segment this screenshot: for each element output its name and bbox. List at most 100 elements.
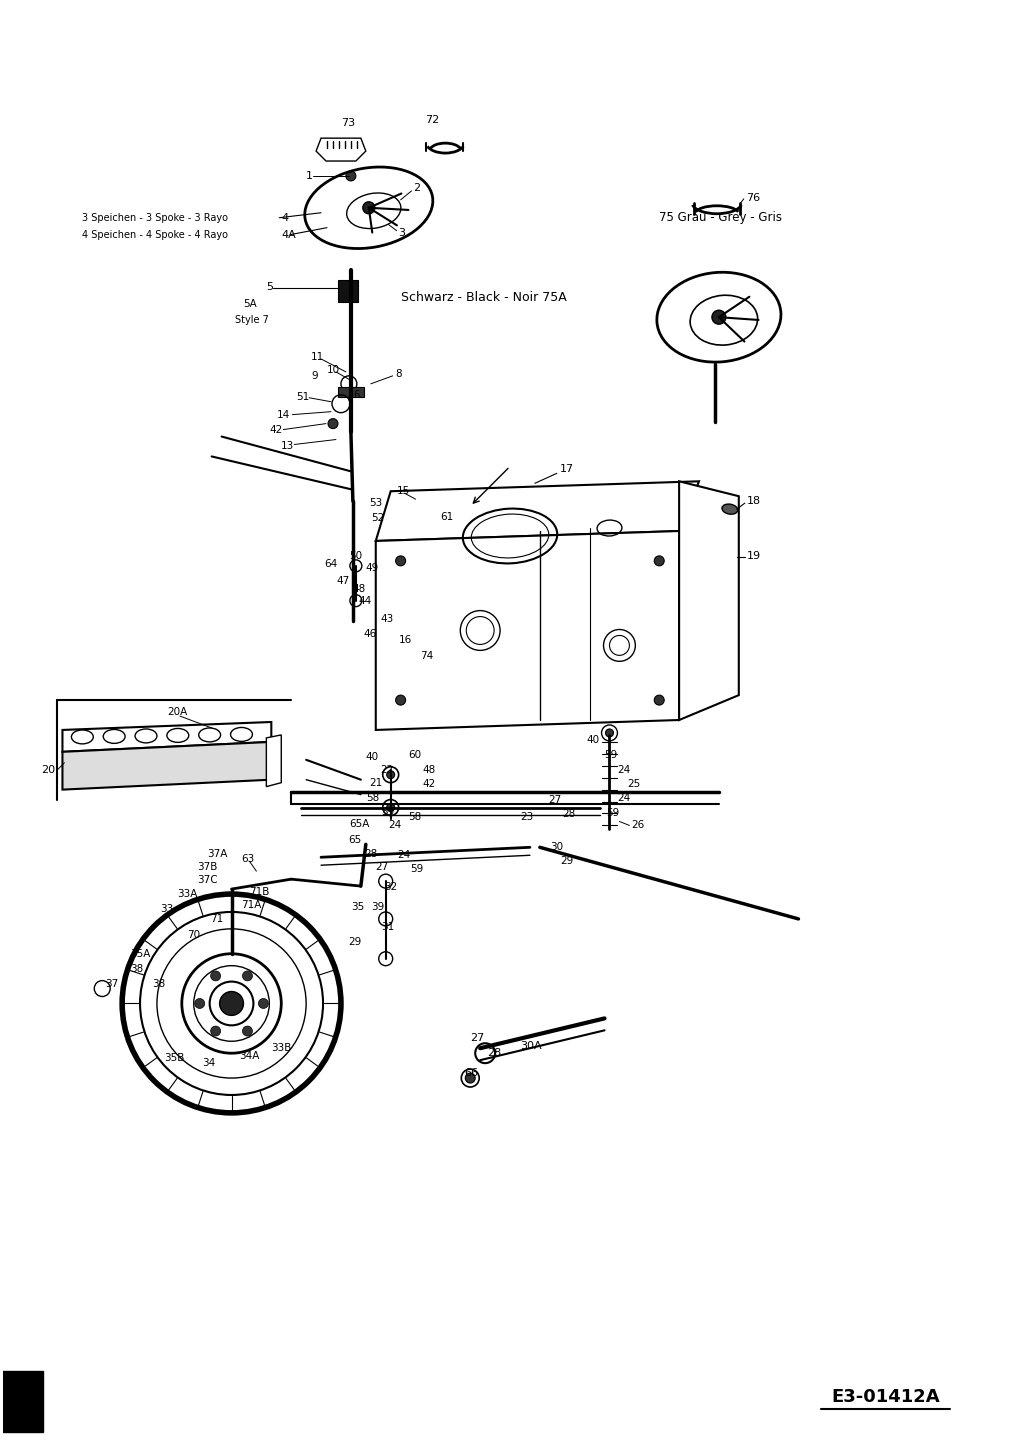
Text: Style 7: Style 7 [234,316,268,326]
Text: 28: 28 [364,849,377,859]
Circle shape [363,202,375,213]
Text: 35A: 35A [130,948,151,958]
Text: 65: 65 [348,836,361,846]
Text: 13: 13 [282,441,294,451]
Text: 42: 42 [422,778,436,788]
Text: 37A: 37A [206,849,227,859]
Text: 58: 58 [365,793,379,803]
Text: 47: 47 [336,576,349,585]
Text: 16: 16 [349,389,361,399]
Text: 27: 27 [548,794,561,804]
Text: 60: 60 [409,749,422,759]
Text: 35B: 35B [164,1053,185,1063]
Text: 4A: 4A [282,229,296,239]
Text: 75 Grau - Grey - Gris: 75 Grau - Grey - Gris [659,212,782,225]
Circle shape [387,804,394,811]
Circle shape [243,1026,253,1036]
Circle shape [465,1074,475,1084]
Text: 73: 73 [341,118,355,128]
Text: 74: 74 [420,651,433,661]
Text: 35: 35 [351,902,364,912]
Text: 33A: 33A [176,889,197,899]
Text: 24: 24 [617,793,631,803]
Text: 20: 20 [41,765,56,775]
Text: 59: 59 [411,865,424,875]
Text: 32: 32 [384,882,397,892]
Circle shape [195,999,204,1009]
Text: 63: 63 [241,855,255,865]
Text: 3 Speichen - 3 Spoke - 3 Rayo: 3 Speichen - 3 Spoke - 3 Rayo [83,213,228,223]
Text: 53: 53 [368,499,382,509]
Circle shape [606,729,613,736]
Text: 72: 72 [425,115,440,125]
Text: 58: 58 [409,813,422,823]
Text: 5A: 5A [244,300,257,310]
Text: 17: 17 [559,464,574,474]
Text: 16: 16 [398,635,412,646]
Text: 40: 40 [586,735,600,745]
Text: Schwarz - Black - Noir 75A: Schwarz - Black - Noir 75A [400,291,567,304]
Text: 70: 70 [187,929,200,940]
Text: 28: 28 [487,1048,502,1058]
Text: 9: 9 [311,370,318,380]
Text: 59: 59 [381,807,394,817]
Text: 22: 22 [381,765,394,775]
Text: 66: 66 [464,1068,478,1078]
Text: 49: 49 [365,563,379,574]
Text: 24: 24 [389,820,401,830]
Text: 4: 4 [282,213,288,223]
Text: 27: 27 [471,1033,484,1043]
Text: 52: 52 [370,513,384,523]
Text: 30A: 30A [520,1042,542,1052]
Circle shape [243,971,253,981]
Text: 20A: 20A [167,708,187,718]
Text: 30: 30 [550,843,562,852]
Circle shape [654,556,665,566]
Text: 14: 14 [278,409,291,419]
Text: 15: 15 [396,486,410,496]
Text: 37: 37 [105,978,119,989]
Text: 37C: 37C [197,875,218,885]
Text: 71B: 71B [250,888,269,898]
Text: 29: 29 [348,937,361,947]
Polygon shape [266,735,282,787]
Ellipse shape [722,504,738,514]
Circle shape [220,991,244,1016]
Text: 38: 38 [152,978,165,989]
Text: 71: 71 [209,914,223,924]
Circle shape [395,556,406,566]
Text: 39: 39 [370,902,384,912]
FancyBboxPatch shape [337,281,358,303]
Text: 18: 18 [747,496,761,506]
Text: 48: 48 [353,584,366,594]
Text: 33B: 33B [271,1043,292,1053]
Text: 5: 5 [266,282,273,293]
Polygon shape [63,722,271,752]
Text: 24: 24 [397,850,411,860]
Text: 42: 42 [269,425,283,435]
Bar [1,1370,43,1432]
Text: 1: 1 [307,171,313,182]
Text: 29: 29 [559,856,573,866]
Circle shape [328,419,337,428]
Polygon shape [63,742,271,790]
Circle shape [346,171,356,182]
Polygon shape [316,138,365,161]
Text: 65A: 65A [349,820,369,830]
Text: 26: 26 [632,820,645,830]
Circle shape [258,999,268,1009]
Polygon shape [337,386,364,396]
Text: 11: 11 [311,352,324,362]
Circle shape [387,771,394,778]
Text: E3-01412A: E3-01412A [831,1388,940,1406]
Circle shape [211,971,221,981]
Text: 27: 27 [375,862,388,872]
Text: 8: 8 [395,369,402,379]
Text: 61: 61 [441,512,454,522]
Text: 25: 25 [627,778,641,788]
Text: 4 Speichen - 4 Spoke - 4 Rayo: 4 Speichen - 4 Spoke - 4 Rayo [83,229,228,239]
Text: 28: 28 [562,810,576,820]
Text: 33: 33 [160,904,173,914]
Circle shape [712,310,725,324]
Text: 38: 38 [130,964,143,974]
